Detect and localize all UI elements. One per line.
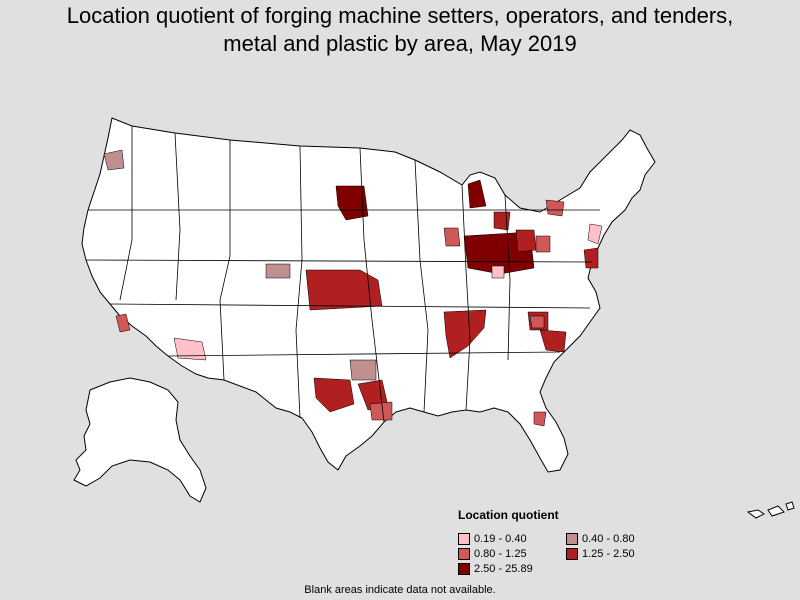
area-carolina <box>539 329 567 353</box>
legend-swatch <box>566 547 578 560</box>
area-colorado <box>265 263 291 279</box>
legend-item-0: 0.19 - 0.40 <box>458 532 527 545</box>
legend-label: 0.19 - 0.40 <box>474 532 527 545</box>
legend-label: 2.50 - 25.89 <box>474 562 533 575</box>
legend-swatch <box>458 532 470 545</box>
legend: Location quotient 0.19 - 0.40 0.40 - 0.8… <box>458 508 698 580</box>
legend-swatch <box>458 547 470 560</box>
area-florida <box>533 411 547 427</box>
title-line-1: Location quotient of forging machine set… <box>66 3 734 28</box>
area-kansas <box>305 269 383 311</box>
area-so-cal <box>115 313 131 333</box>
area-new-jersey <box>583 247 599 269</box>
area-northeast <box>587 223 603 245</box>
alaska <box>73 377 207 503</box>
legend-item-2: 0.80 - 1.25 <box>458 547 527 560</box>
title-line-2: metal and plastic by area, May 2019 <box>223 31 577 56</box>
shaded-areas <box>103 149 603 427</box>
area-carolina-south <box>529 315 545 329</box>
area-arizona <box>173 337 207 361</box>
legend-swatch <box>566 532 578 545</box>
state-borders <box>85 126 600 423</box>
legend-label: 0.40 - 0.80 <box>582 532 635 545</box>
area-michigan-south <box>493 211 511 231</box>
area-pennsylvania <box>535 235 551 253</box>
area-michigan <box>467 179 487 209</box>
area-minnesota <box>335 185 369 221</box>
area-illinois <box>443 227 461 247</box>
footnote: Blank areas indicate data not available. <box>304 584 496 596</box>
legend-item-1: 0.40 - 0.80 <box>566 532 635 545</box>
legend-label: 1.25 - 2.50 <box>582 547 635 560</box>
area-oregon <box>103 149 125 171</box>
area-texas-east <box>349 359 377 381</box>
legend-title: Location quotient <box>458 508 559 522</box>
area-texas-west <box>313 377 355 413</box>
area-kentucky <box>491 265 505 279</box>
map-title: Location quotient of forging machine set… <box>0 2 800 58</box>
area-ohio-east <box>515 229 537 253</box>
area-new-york <box>545 199 565 217</box>
area-texas-south <box>369 401 393 421</box>
legend-item-4: 2.50 - 25.89 <box>458 562 533 575</box>
area-lower-mississippi <box>443 309 487 359</box>
legend-item-3: 1.25 - 2.50 <box>566 547 635 560</box>
legend-label: 0.80 - 1.25 <box>474 547 527 560</box>
legend-swatch <box>458 562 470 575</box>
hawaii <box>746 501 795 519</box>
